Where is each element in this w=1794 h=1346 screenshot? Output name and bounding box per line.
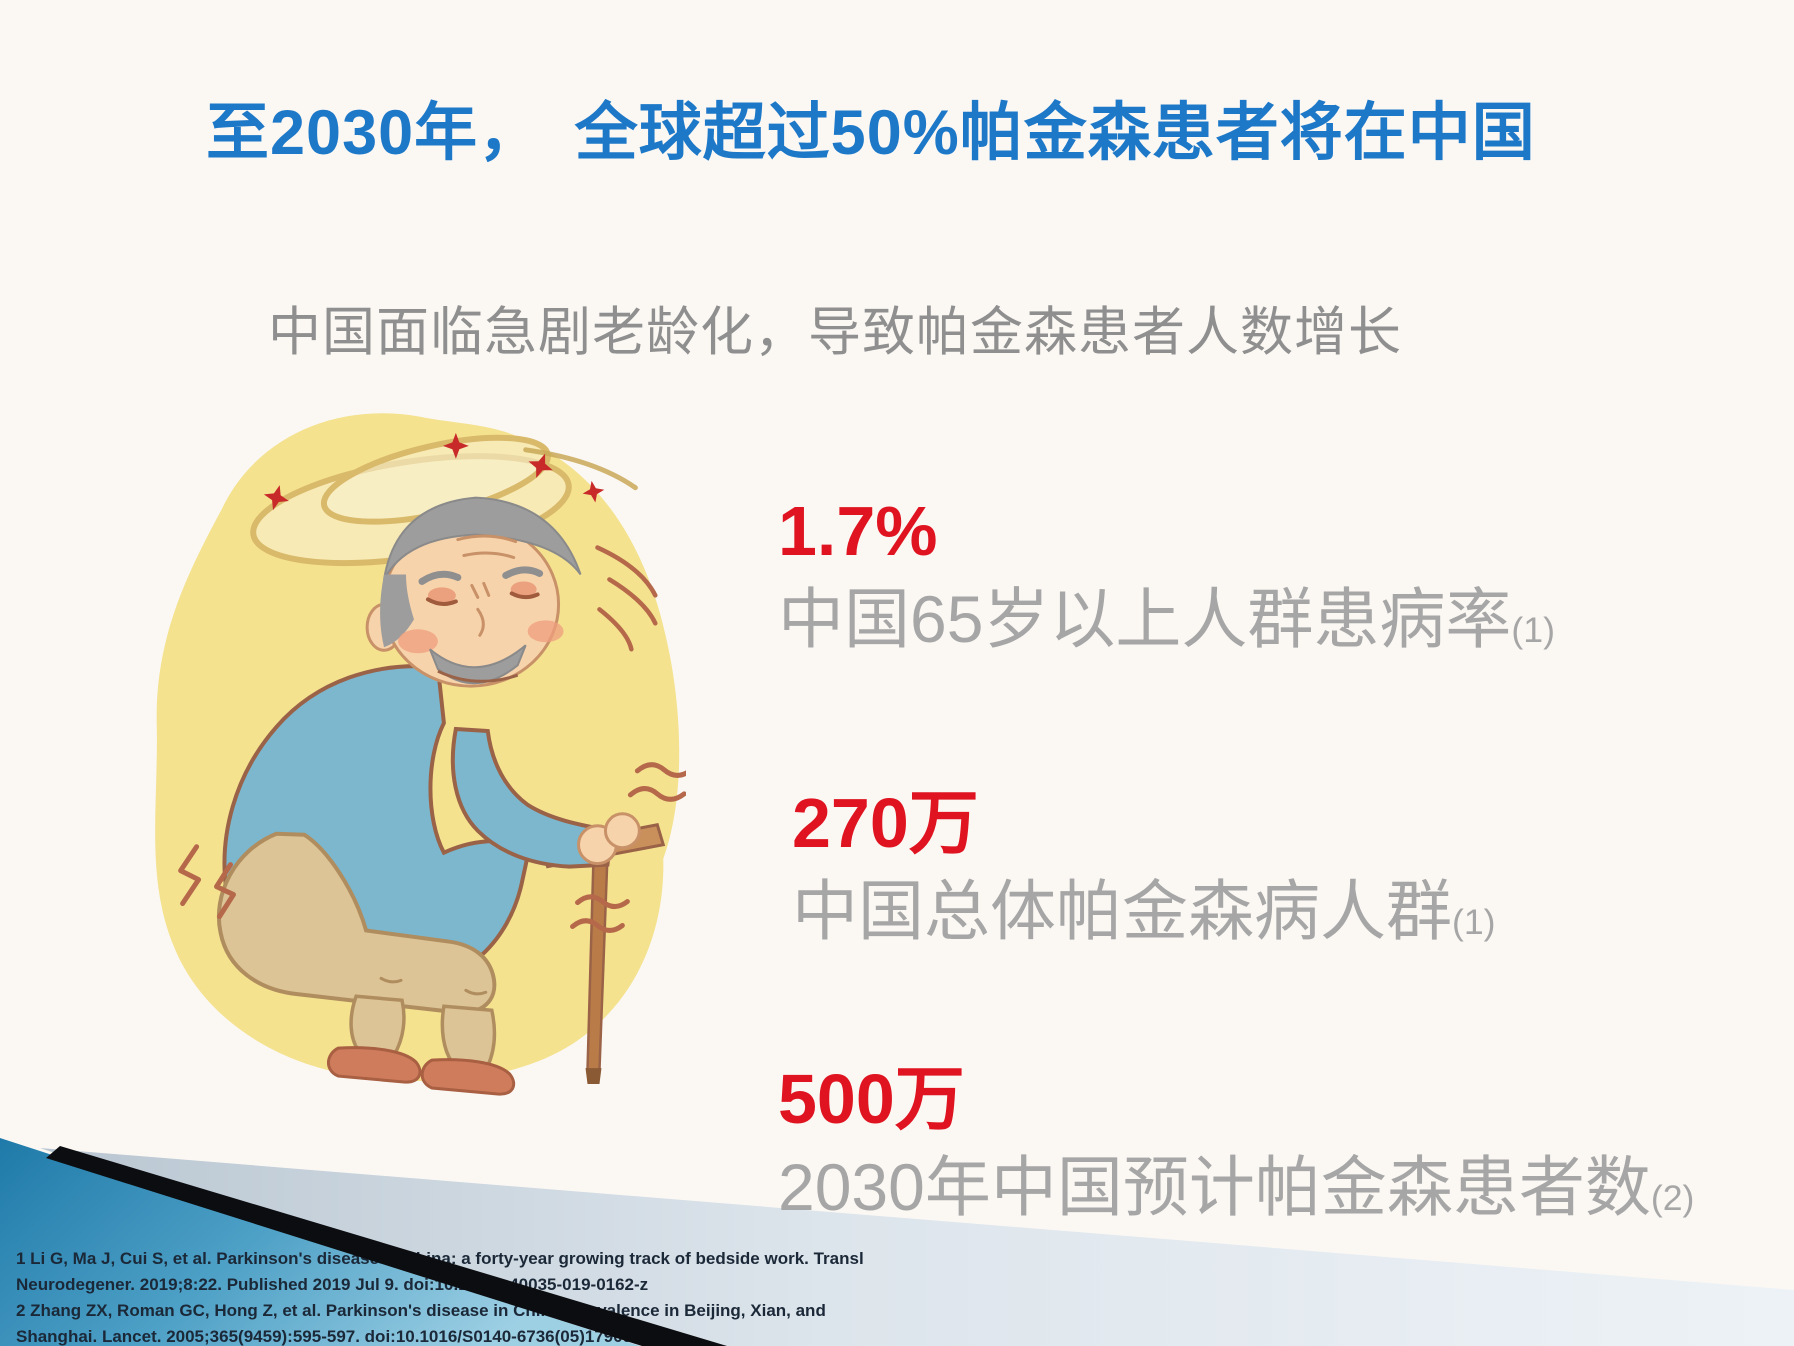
reference-line: 1 Li G, Ma J, Cui S, et al. Parkinson's …: [16, 1249, 864, 1268]
stat-label: 2030年中国预计帕金森患者数(2): [778, 1153, 1695, 1221]
hair: [383, 496, 582, 580]
tremor-squiggles: [178, 762, 686, 933]
elderly-man-illustration: [155, 413, 686, 1096]
cane-tip: [585, 1068, 602, 1085]
stat-prevalence: 1.7% 中国65岁以上人群患病率(1): [778, 496, 1555, 653]
reference-line: 2 Zhang ZX, Roman GC, Hong Z, et al. Par…: [16, 1301, 826, 1320]
reference-mark: (1): [1511, 610, 1555, 650]
dizzy-stars: [263, 432, 605, 511]
stat-value: 1.7%: [778, 492, 938, 570]
sideburn: [380, 574, 414, 648]
eyebrows: [418, 566, 544, 585]
slide-subtitle: 中国面临急剧老龄化，导致帕金森患者人数增长: [268, 303, 1402, 362]
right-eyelid: [510, 581, 537, 598]
stat-label-text: 2030年中国预计帕金森患者数: [778, 1150, 1651, 1224]
sweater-arm: [450, 726, 614, 869]
right-cheek-blush: [527, 620, 564, 643]
stat-label-text: 中国总体帕金森病人群: [792, 874, 1452, 948]
hand-right: [603, 812, 641, 850]
head-motion-lines: [595, 545, 658, 652]
stat-label: 中国总体帕金森病人群(1): [792, 877, 1496, 945]
left-cheek-blush: [398, 629, 438, 654]
right-shin: [440, 1004, 497, 1068]
left-eyelid: [427, 587, 456, 604]
stat-value: 500万: [778, 1060, 965, 1138]
forehead-wrinkles: [456, 534, 518, 599]
stat-label-text: 中国65岁以上人群患病率: [778, 582, 1512, 656]
head: [365, 496, 582, 688]
reference-mark: (1): [1452, 902, 1496, 942]
references-block: 1 Li G, Ma J, Cui S, et al. Parkinson's …: [16, 1246, 864, 1346]
collar: [437, 669, 519, 683]
reference-line: Shanghai. Lancet. 2005;365(9459):595-597…: [16, 1327, 648, 1346]
closed-eyes: [425, 591, 540, 606]
stat-value: 270万: [792, 784, 979, 862]
knee-wrinkles: [379, 976, 488, 996]
right-shoe: [420, 1058, 516, 1096]
swirl-trail: [523, 447, 638, 491]
slide-title: 至2030年， 全球超过50%帕金森患者将在中国: [206, 98, 1536, 168]
reference-line: Neurodegener. 2019;8:22. Published 2019 …: [16, 1275, 649, 1294]
left-shoe: [326, 1046, 422, 1084]
nose: [476, 607, 485, 637]
stat-current-patients: 270万 中国总体帕金森病人群(1): [792, 788, 1496, 945]
mustache-frown: [429, 644, 527, 685]
stat-projected-patients: 500万 2030年中国预计帕金森患者数(2): [778, 1064, 1694, 1221]
reference-mark: (2): [1650, 1178, 1695, 1218]
stat-label: 中国65岁以上人群患病率(1): [778, 585, 1555, 653]
